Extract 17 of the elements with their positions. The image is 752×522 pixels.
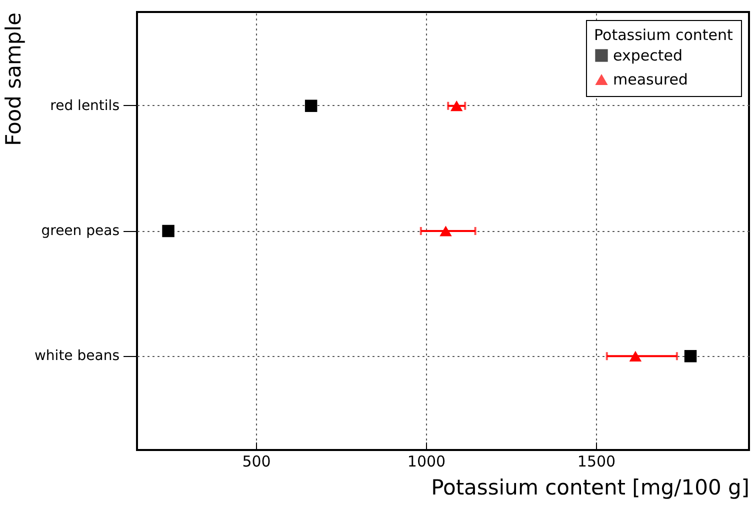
point	[450, 100, 463, 112]
point	[684, 350, 697, 362]
point	[304, 100, 318, 112]
point	[162, 224, 174, 238]
legend-label: expected	[613, 46, 682, 64]
x-tick-label: 1000	[407, 452, 446, 470]
legend-title: Potassium content	[594, 26, 733, 44]
x-axis-title: Potassium content [mg/100 g]	[431, 476, 750, 500]
y-tick-label: red lentils	[50, 98, 120, 114]
point	[629, 350, 642, 362]
y-axis-title: Food sample	[1, 12, 26, 146]
x-tick-label: 1500	[577, 452, 616, 470]
y-tick-label: green peas	[41, 223, 120, 239]
point	[440, 226, 452, 236]
legend-label: measured	[613, 70, 688, 88]
y-tick-label: white beans	[34, 348, 120, 364]
x-tick-label: 500	[242, 452, 271, 470]
